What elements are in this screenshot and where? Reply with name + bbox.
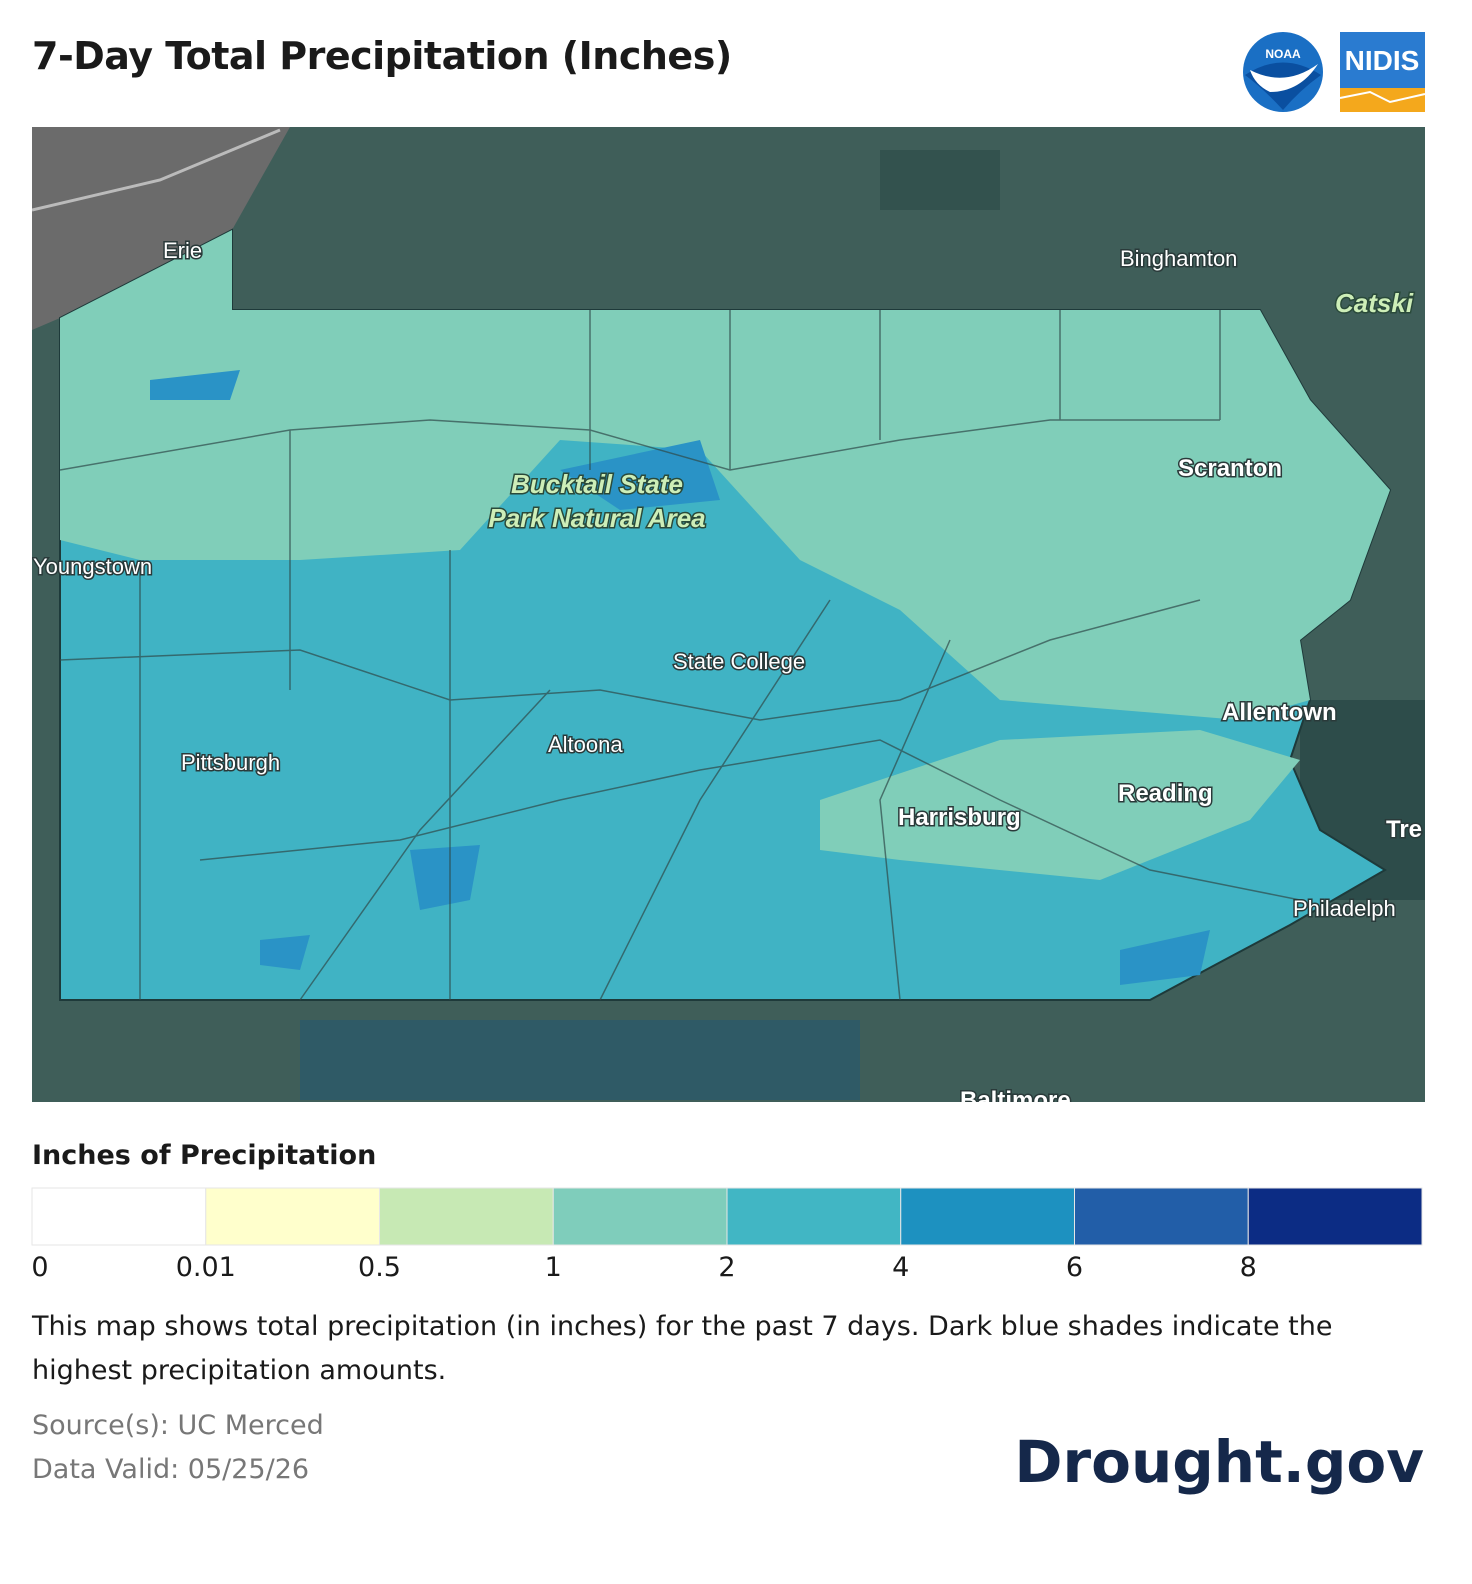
map-label: Philadelph: [1293, 896, 1396, 921]
map-label: Baltimore: [960, 1087, 1071, 1110]
legend-swatch: [205, 1187, 380, 1246]
map-label: Scranton: [1178, 455, 1282, 482]
map-label: State College: [673, 649, 805, 674]
legend-tick-label: 4: [892, 1252, 909, 1283]
map-label: Allentown: [1222, 699, 1337, 726]
noaa-text: NOAA: [1265, 47, 1301, 61]
map-label: Tre: [1386, 816, 1422, 843]
legend-swatch: [1074, 1187, 1249, 1246]
legend-swatch: [379, 1187, 554, 1246]
legend-tick-label: 8: [1240, 1252, 1257, 1283]
source: Source(s): UC Merced: [32, 1410, 324, 1441]
logos: NOAA NIDIS: [1243, 32, 1426, 112]
light-band-south: [820, 730, 1300, 880]
legend-swatch: [31, 1187, 207, 1246]
nidis-text: NIDIS: [1345, 45, 1420, 76]
map-label: Pittsburgh: [181, 750, 280, 775]
legend-tick-label: 0.01: [176, 1252, 236, 1283]
map-label: Park Natural Area: [488, 503, 705, 533]
legend-swatch: [1247, 1187, 1423, 1246]
map-label: Harrisburg: [898, 804, 1021, 831]
legend-swatch: [900, 1187, 1075, 1246]
nidis-logo: [1340, 32, 1425, 88]
legend-tick-label: 0: [31, 1252, 48, 1283]
map-label: Binghamton: [1120, 246, 1237, 271]
brand: Drought.gov: [1014, 1428, 1424, 1496]
map-label: Altoona: [548, 732, 623, 757]
data-valid: Data Valid: 05/25/26: [32, 1454, 310, 1485]
description: This map shows total precipitation (in i…: [32, 1311, 1333, 1386]
legend-swatch: [552, 1187, 728, 1246]
legend-tick-label: 2: [718, 1252, 735, 1283]
legend-tick-label: 6: [1066, 1252, 1083, 1283]
legend-title: Inches of Precipitation: [32, 1140, 377, 1171]
legend-tick-label: 0.5: [358, 1252, 401, 1283]
map-label: Bucktail State: [511, 469, 683, 499]
title: 7-Day Total Precipitation (Inches): [32, 34, 732, 78]
legend-tick-label: 1: [545, 1252, 562, 1283]
legend: 0 0.01 0.5 1 2 4 6 8: [31, 1187, 1423, 1283]
map-label: Catski: [1335, 288, 1414, 318]
map-label: Reading: [1118, 780, 1213, 807]
light-band-north: [60, 230, 1390, 720]
legend-swatch: [726, 1187, 902, 1246]
map-label: Erie: [163, 238, 202, 263]
map-label: Youngstown: [33, 554, 152, 579]
lake-erie: [32, 127, 290, 330]
map: Erie Binghamton Catski Youngstown Bucktail S…: [32, 127, 1425, 1110]
